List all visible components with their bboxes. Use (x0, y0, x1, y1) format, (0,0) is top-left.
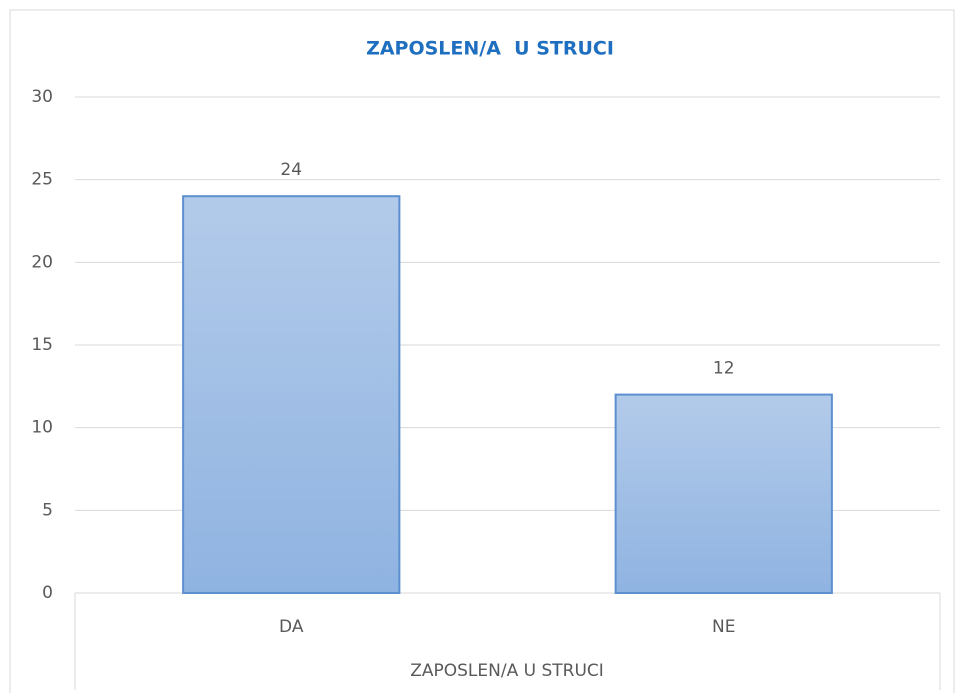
chart-title: ZAPOSLEN/A U STRUCI (366, 38, 614, 60)
y-tick-label: 10 (31, 418, 53, 438)
bar (614, 393, 833, 594)
data-label: 24 (280, 160, 302, 180)
y-tick-label: 5 (42, 500, 53, 520)
y-tick-label: 20 (31, 252, 53, 272)
y-tick-label: 30 (31, 87, 53, 107)
x-tick-label: NE (712, 617, 735, 637)
x-tick-label: DA (279, 617, 304, 637)
y-tick-label: 15 (31, 335, 53, 355)
x-axis-title: ZAPOSLEN/A U STRUCI (410, 661, 604, 681)
data-label: 12 (713, 359, 735, 379)
y-tick-label: 25 (31, 170, 53, 190)
bar (182, 195, 401, 594)
y-tick-label: 0 (42, 583, 53, 603)
